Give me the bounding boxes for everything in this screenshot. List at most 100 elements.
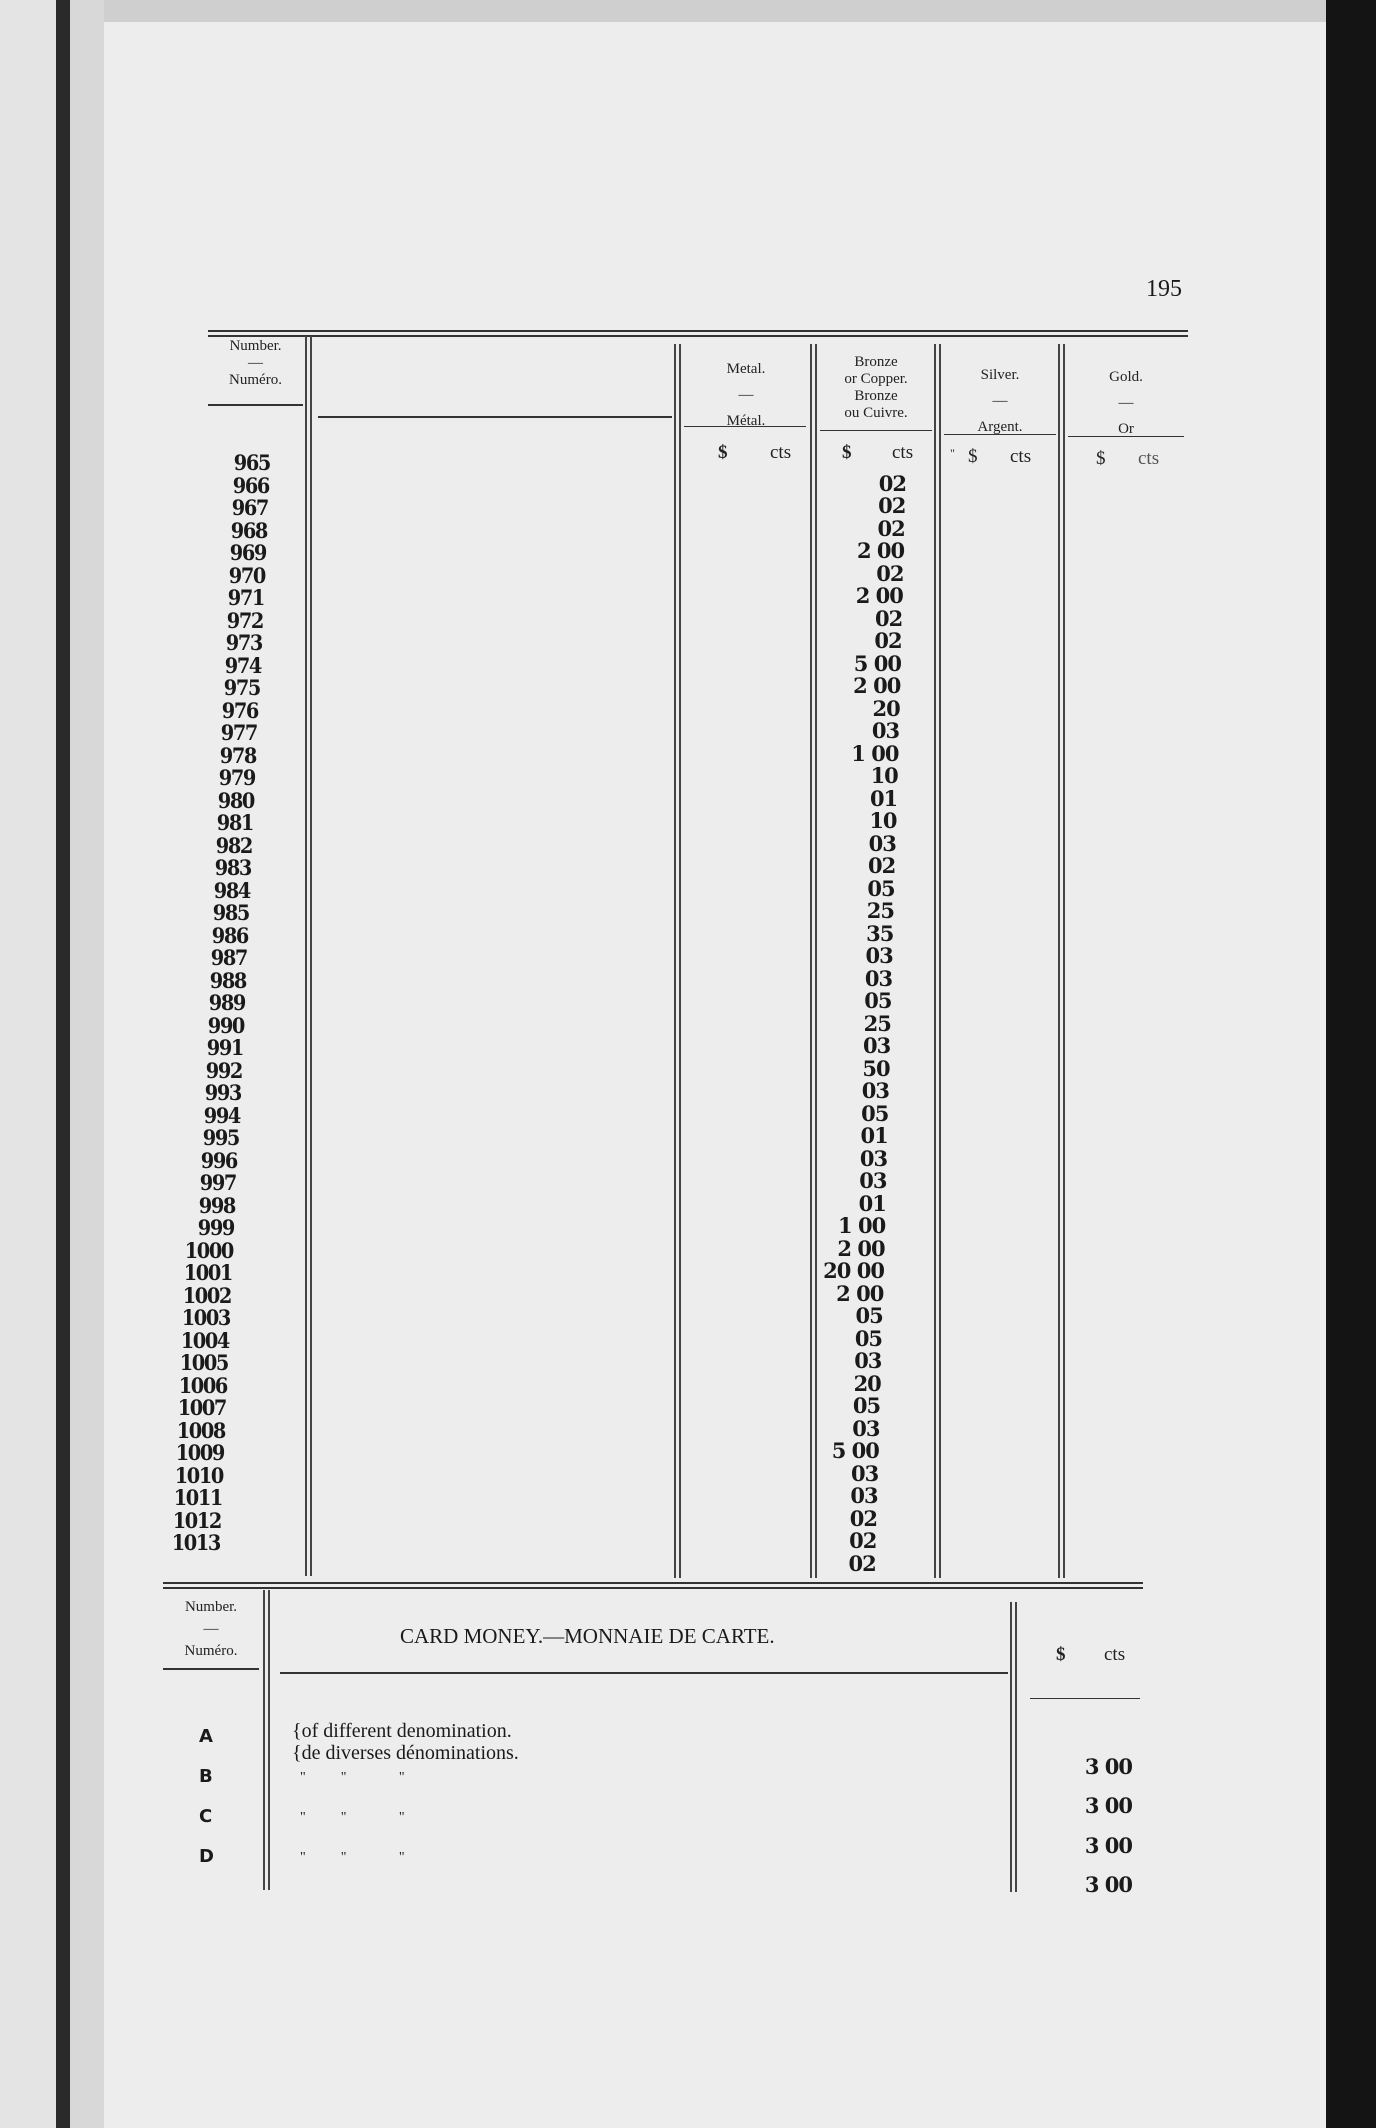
bronze-value: 2 00 xyxy=(856,538,905,563)
bronze-value: 03 xyxy=(871,718,900,743)
row-number: 973 xyxy=(225,630,263,655)
row-number: 980 xyxy=(218,787,256,813)
row-number: 983 xyxy=(214,855,253,880)
bronze-value: 02 xyxy=(874,628,902,653)
row-number: 966 xyxy=(232,472,271,498)
bronze-value: 25 xyxy=(866,898,895,923)
rule xyxy=(163,1668,259,1670)
dollar-label: $ xyxy=(1056,1644,1066,1665)
cents-label: cts xyxy=(770,442,792,463)
row-number: 1002 xyxy=(182,1282,233,1308)
row-number: 975 xyxy=(223,675,261,700)
row-number: 1013 xyxy=(171,1530,221,1555)
row-number: 1011 xyxy=(173,1485,223,1510)
row-number: 972 xyxy=(226,607,264,633)
bronze-value: 10 xyxy=(869,808,897,833)
card-description: " " " xyxy=(300,1850,405,1865)
rule xyxy=(944,434,1056,435)
bronze-value: 2 00 xyxy=(855,583,904,608)
silver-mark: " xyxy=(950,446,955,460)
bronze-value: 20 xyxy=(872,695,900,721)
facing-page-edge xyxy=(0,0,56,2128)
cents-label: cts xyxy=(1010,446,1032,467)
card-code: D xyxy=(199,1846,214,1867)
rule xyxy=(208,404,303,406)
rule xyxy=(684,426,806,427)
bronze-value: 20 xyxy=(853,1370,882,1396)
bronze-value: 5 00 xyxy=(831,1438,880,1463)
bronze-value: 03 xyxy=(861,1078,890,1103)
rule xyxy=(318,416,672,418)
column-divider xyxy=(1058,344,1065,1578)
column-divider xyxy=(305,336,312,1576)
rule xyxy=(820,430,932,431)
header-metal: Metal. — Métal. xyxy=(726,361,766,429)
bronze-value: 03 xyxy=(852,1415,880,1441)
bronze-value: 05 xyxy=(867,875,895,901)
card-amount: 3 00 xyxy=(1084,1793,1133,1818)
page-top-edge xyxy=(104,0,1326,22)
bronze-value: 03 xyxy=(850,1483,878,1508)
bronze-value: 02 xyxy=(849,1528,877,1553)
row-number: 990 xyxy=(207,1012,246,1038)
card-amount: 3 00 xyxy=(1084,1754,1133,1779)
bronze-value: 03 xyxy=(865,943,894,968)
bronze-value: 01 xyxy=(869,785,898,811)
bronze-value: 05 xyxy=(852,1393,881,1418)
card-description: " " " xyxy=(300,1770,405,1785)
bronze-value: 05 xyxy=(861,1100,889,1126)
cents-label: cts xyxy=(1104,1644,1126,1665)
header-bronze: Bronze or Copper. Bronze ou Cuivre. xyxy=(844,354,908,421)
row-number: 978 xyxy=(220,742,258,768)
dollar-label: $ xyxy=(968,446,978,467)
column-divider xyxy=(810,344,817,1578)
rule xyxy=(1030,1698,1140,1699)
bronze-value: 03 xyxy=(859,1145,888,1171)
cents-label: cts xyxy=(892,442,914,463)
row-number: 999 xyxy=(198,1215,236,1240)
bronze-value: 02 xyxy=(877,515,906,541)
column-divider xyxy=(934,344,941,1578)
rule xyxy=(280,1672,1008,1674)
bronze-value: 50 xyxy=(862,1055,890,1081)
row-number: 1012 xyxy=(172,1507,222,1533)
row-number: 996 xyxy=(201,1147,239,1173)
row-number: 992 xyxy=(205,1057,243,1083)
card-code: B xyxy=(199,1766,213,1787)
bronze-value: 1 00 xyxy=(838,1213,886,1238)
bronze-value: 02 xyxy=(868,853,896,878)
bronze-value: 25 xyxy=(863,1010,892,1036)
page-right-edge xyxy=(1326,0,1376,2128)
page-number: 195 xyxy=(1146,276,1182,302)
row-number: 1005 xyxy=(179,1350,230,1375)
bronze-value: 20 00 xyxy=(823,1258,885,1283)
row-number: 989 xyxy=(208,990,247,1015)
row-number: 1004 xyxy=(180,1327,231,1353)
bronze-value: 01 xyxy=(860,1123,888,1148)
bronze-value: 2 00 xyxy=(853,673,901,698)
bronze-value: 35 xyxy=(866,920,894,946)
bronze-value: 02 xyxy=(849,1505,878,1531)
bronze-value: 02 xyxy=(874,605,903,631)
rule xyxy=(1068,436,1184,437)
book-gutter xyxy=(56,0,70,2128)
dollar-label: $ xyxy=(718,442,728,463)
row-number: 988 xyxy=(209,967,248,993)
row-number: 987 xyxy=(210,945,249,970)
bronze-value: 05 xyxy=(855,1303,883,1328)
row-number: 970 xyxy=(228,562,267,588)
row-number: 976 xyxy=(222,697,260,723)
bronze-value: 03 xyxy=(864,965,893,991)
header-number: Number. — Numéro. xyxy=(184,1599,238,1659)
card-code: C xyxy=(199,1806,213,1827)
card-amount: 3 00 xyxy=(1084,1833,1133,1858)
row-number: 971 xyxy=(227,585,265,610)
bronze-value: 2 00 xyxy=(837,1235,885,1261)
dollar-label: $ xyxy=(842,442,852,463)
row-number: 1008 xyxy=(176,1417,227,1443)
bronze-value: 02 xyxy=(876,560,904,586)
row-number: 974 xyxy=(224,652,262,678)
bronze-value: 02 xyxy=(848,1550,877,1576)
bronze-value: 05 xyxy=(864,988,892,1013)
bronze-value: 03 xyxy=(854,1348,882,1373)
